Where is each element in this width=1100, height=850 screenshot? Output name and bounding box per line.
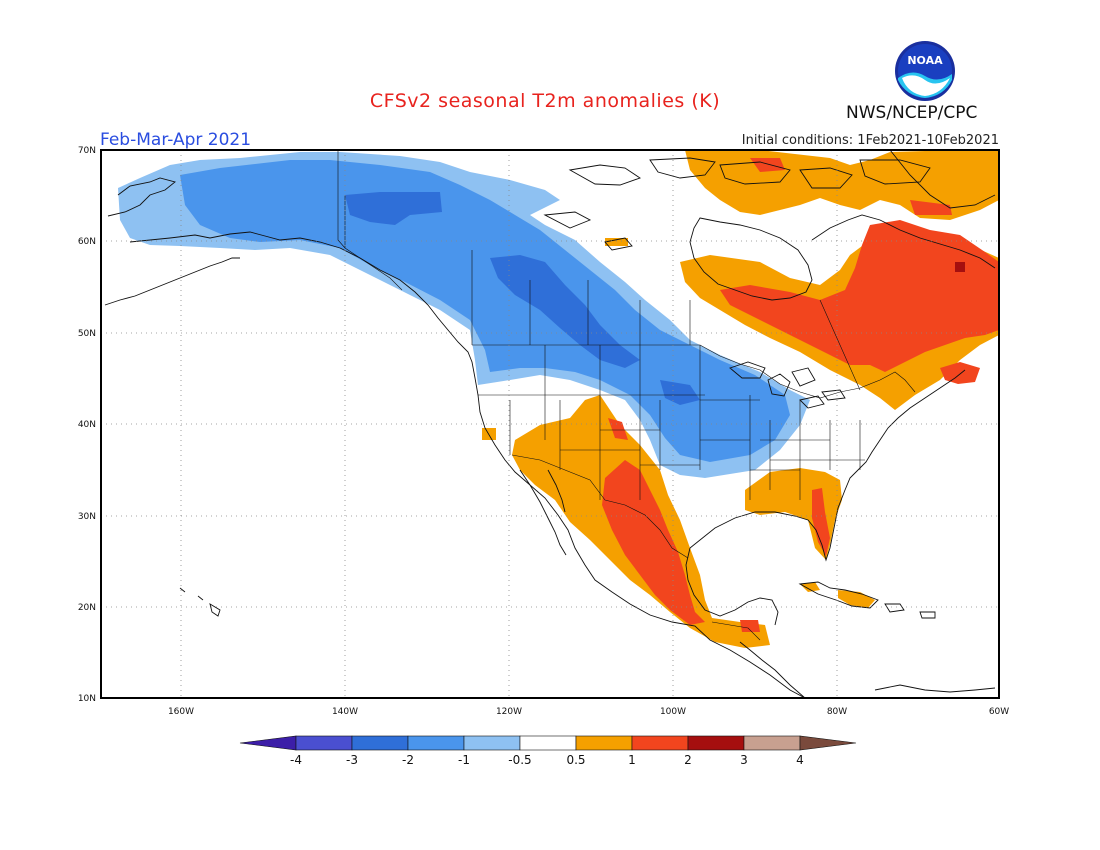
us-mexico-border [511, 454, 689, 559]
lat-label: 40N [78, 420, 96, 430]
political-borders [337, 150, 916, 641]
initial-conditions: Initial conditions: 1Feb2021-10Feb2021 [741, 133, 999, 148]
map-title-text: CFSv2 seasonal T2m anomalies (K) [369, 90, 721, 112]
colorbar-swatch [687, 735, 745, 751]
colorbar-swatch [407, 735, 465, 751]
central-america [739, 641, 996, 698]
colorbar-label: 4 [796, 753, 804, 767]
map-title: CFSv2 seasonal T2m anomalies (K) [0, 90, 1100, 112]
lat-label: 60N [78, 237, 96, 247]
forecast-period: Feb-Mar-Apr 2021 [100, 130, 252, 150]
lat-label: 50N [78, 329, 96, 339]
agency-label: NWS/NCEP/CPC [846, 103, 978, 123]
cool-region-dark-2 [490, 255, 640, 368]
lon-label: 160W [168, 707, 194, 717]
hot-region-arctic [750, 158, 785, 172]
hot-region-central-america [740, 620, 760, 632]
alaska-coast [107, 177, 341, 249]
mexico-east-coast [685, 547, 779, 626]
hot-region-florida [812, 488, 830, 556]
cool-region-dark-3 [660, 380, 700, 405]
lon-label: 140W [332, 707, 358, 717]
warm-region-caribbean-2 [800, 582, 820, 592]
coastlines [104, 150, 996, 698]
lon-label: 60W [989, 707, 1009, 717]
longitude-labels: 160W 140W 120W 100W 80W 60W [168, 707, 1009, 717]
colorbar-label: -4 [290, 753, 302, 767]
anomaly-shading [118, 150, 999, 648]
baja-california [519, 469, 567, 556]
aleutian-chain [104, 257, 240, 306]
hot-region-greenland [910, 200, 952, 215]
colorbar-swatch [631, 735, 689, 751]
lat-label: 70N [78, 146, 96, 156]
colorbar-label: -0.5 [508, 753, 531, 767]
mexico-guatemala-border [711, 621, 761, 641]
labrador-coast [811, 214, 996, 269]
lat-label: 20N [78, 603, 96, 613]
noaa-logo: NOAA [895, 41, 955, 101]
warm-region-caribbean [838, 590, 875, 608]
gulf-coast [689, 369, 966, 562]
arctic-islands [543, 157, 931, 251]
colorbar-arrow-low [239, 735, 297, 751]
hot-region-texas-mexico [602, 460, 705, 625]
pacific-coast [339, 247, 806, 698]
us-state-grid [478, 345, 865, 500]
colorbar [239, 735, 857, 751]
colorbar-label: 1 [628, 753, 636, 767]
warm-region-baffin [605, 238, 628, 246]
hot-region-maritimes [940, 362, 980, 384]
hot-region-southwest [608, 418, 628, 440]
lon-label: 100W [660, 707, 686, 717]
colorbar-swatch [575, 735, 633, 751]
canada-province-borders [344, 195, 861, 391]
colorbar-label: 0.5 [566, 753, 585, 767]
caribbean-islands [179, 581, 936, 619]
colorbar-arrow-high [799, 735, 857, 751]
colorbar-swatch [743, 735, 801, 751]
very-hot-region [955, 262, 965, 272]
great-lakes [729, 361, 846, 409]
colorbar-swatch [463, 735, 521, 751]
lon-label: 120W [496, 707, 522, 717]
hudson-bay [689, 217, 813, 301]
colorbar-swatch [295, 735, 353, 751]
cool-region-medium [180, 160, 790, 462]
us-canada-border [472, 344, 916, 399]
lat-label: 10N [78, 694, 96, 704]
colorbar-label: -1 [458, 753, 470, 767]
warm-region-arctic [685, 150, 999, 220]
latitude-labels: 70N 60N 50N 40N 30N 20N 10N [78, 146, 96, 704]
colorbar-swatch [519, 735, 577, 751]
colorbar-label: -2 [402, 753, 414, 767]
map-frame [100, 149, 1000, 699]
colorbar-label: 3 [740, 753, 748, 767]
greenland-coast [889, 150, 996, 209]
alaska-canada-border [337, 150, 403, 291]
colorbar-label: 2 [684, 753, 692, 767]
logo-text: NOAA [907, 54, 943, 67]
colorbar-swatch [351, 735, 409, 751]
colorbar-labels: -4 -3 -2 -1 -0.5 0.5 1 2 3 4 [290, 753, 804, 767]
cool-region-dark-1 [345, 192, 442, 225]
lon-label: 80W [827, 707, 847, 717]
lat-label: 30N [78, 512, 96, 522]
hot-region-quebec [720, 220, 999, 372]
colorbar-label: -3 [346, 753, 358, 767]
